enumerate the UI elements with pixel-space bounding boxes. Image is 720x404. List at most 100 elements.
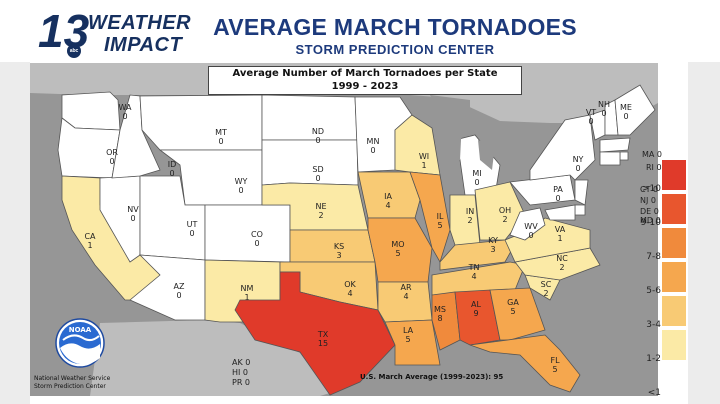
- state-label-il: IL 5: [437, 212, 444, 230]
- state-label-mt: MT 0: [215, 128, 227, 146]
- state-abbr: CO: [251, 230, 263, 239]
- state-value: 5: [552, 365, 558, 374]
- state-value: 0: [122, 112, 128, 121]
- lake-superior: [430, 95, 470, 112]
- state-label-nj: NJ 0: [640, 196, 656, 205]
- state-label-az: AZ 0: [174, 282, 185, 300]
- state-de: [574, 204, 586, 216]
- state-label-ut: UT 0: [187, 220, 198, 238]
- legend-swatch: [662, 228, 686, 258]
- state-value: 2: [502, 215, 508, 224]
- state-value: 0: [370, 146, 376, 155]
- state-abbr: ME: [620, 103, 632, 112]
- state-value: 0: [254, 239, 260, 248]
- state-label-sd: SD 0: [312, 165, 323, 183]
- legend-swatch: [662, 160, 686, 190]
- legend-label: 9-10: [640, 218, 661, 228]
- map-title-line2: 1999 - 2023: [331, 81, 399, 92]
- state-label-fl: FL 5: [550, 356, 559, 374]
- state-abbr: WV: [524, 222, 538, 231]
- state-abbr: MN: [366, 137, 380, 146]
- us-map: [30, 63, 658, 396]
- state-abbr: UT: [186, 220, 198, 229]
- state-label-co: CO 0: [251, 230, 263, 248]
- state-label-wa: WA 0: [119, 103, 132, 121]
- state-abbr: WI: [418, 152, 430, 161]
- state-label-mi: MI 0: [472, 169, 481, 187]
- header: 13 abc WEATHER IMPACT AVERAGE MARCH TORN…: [0, 0, 720, 62]
- legend-label: 7-8: [646, 252, 661, 262]
- state-abbr: TN: [468, 263, 480, 272]
- state-tn: [431, 261, 526, 296]
- brand-number: 13: [38, 5, 90, 57]
- state-ct: [599, 151, 621, 166]
- state-ma: [599, 137, 631, 153]
- state-abbr: AR: [400, 283, 412, 292]
- state-value: 0: [218, 137, 224, 146]
- state-label-tn: TN 4: [469, 263, 480, 281]
- brand-impact: IMPACT: [104, 34, 183, 56]
- state-abbr: KY: [488, 236, 498, 245]
- state-abbr: WY: [234, 177, 248, 186]
- state-label-nv: NV 0: [127, 205, 138, 223]
- state-abbr: MT: [215, 128, 227, 137]
- state-co: [204, 204, 291, 263]
- legend: [662, 160, 686, 400]
- state-abbr: FL: [550, 356, 560, 365]
- state-fl: [469, 334, 581, 393]
- state-value: 5: [510, 307, 516, 316]
- state-label-sc: SC 2: [541, 280, 552, 298]
- right-margin: [688, 62, 720, 404]
- state-abbr: VT: [585, 108, 597, 117]
- state-ny: [529, 114, 596, 181]
- state-label-ak: AK 0: [232, 358, 251, 367]
- state-label-nd: ND 0: [312, 127, 324, 145]
- state-abbr: LA: [402, 326, 414, 335]
- nws-credit-line2: Storm Prediction Center: [34, 383, 106, 390]
- state-abbr: NE: [315, 202, 327, 211]
- state-abbr: OK: [344, 280, 356, 289]
- lake-erie: [500, 168, 530, 180]
- state-abbr: NM: [240, 284, 254, 293]
- map-panel: [30, 63, 658, 396]
- state-label-hi: HI 0: [232, 368, 249, 377]
- state-label-de: DE 0: [640, 207, 659, 216]
- state-value: 0: [189, 229, 195, 238]
- state-value: 0: [588, 117, 594, 126]
- state-value: 0: [528, 231, 534, 240]
- page-subtitle: STORM PREDICTION CENTER: [295, 42, 495, 57]
- state-abbr: ID: [167, 160, 177, 169]
- state-label-mo: MO 5: [391, 240, 404, 258]
- state-label-ct: CT 0: [640, 185, 659, 194]
- state-label-wi: WI 1: [419, 152, 429, 170]
- lake-michigan: [452, 120, 462, 160]
- state-label-la: LA 5: [403, 326, 413, 344]
- state-abbr: IA: [384, 192, 392, 201]
- state-ia: [357, 171, 421, 219]
- state-value: 5: [437, 221, 443, 230]
- state-abbr: NC: [556, 254, 568, 263]
- state-value: 0: [315, 174, 321, 183]
- brand-weather: WEATHER: [88, 12, 192, 34]
- state-al: [454, 289, 501, 346]
- state-ri: [619, 151, 629, 161]
- state-value: 5: [395, 249, 401, 258]
- state-value: 4: [403, 292, 409, 301]
- state-label-ia: IA 4: [384, 192, 392, 210]
- state-abbr: MS: [434, 305, 446, 314]
- state-abbr: PA: [553, 185, 563, 194]
- state-ms: [431, 291, 461, 351]
- state-label-ma: MA 0: [642, 150, 663, 159]
- state-value: 0: [623, 112, 629, 121]
- state-abbr: MI: [472, 169, 482, 178]
- legend-label: 1-2: [646, 354, 661, 364]
- state-label-ok: OK 4: [344, 280, 356, 298]
- state-abbr: GA: [507, 298, 519, 307]
- state-abbr: CA: [84, 232, 96, 241]
- state-abbr: NY: [572, 155, 584, 164]
- state-label-ca: CA 1: [84, 232, 95, 250]
- legend-swatch: [662, 262, 686, 292]
- state-abbr: AZ: [173, 282, 185, 291]
- state-value: 0: [555, 194, 561, 203]
- state-abbr: OR: [106, 148, 118, 157]
